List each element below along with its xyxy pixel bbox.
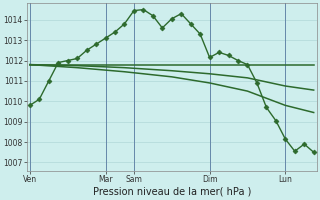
X-axis label: Pression niveau de la mer( hPa ): Pression niveau de la mer( hPa ) xyxy=(92,187,251,197)
